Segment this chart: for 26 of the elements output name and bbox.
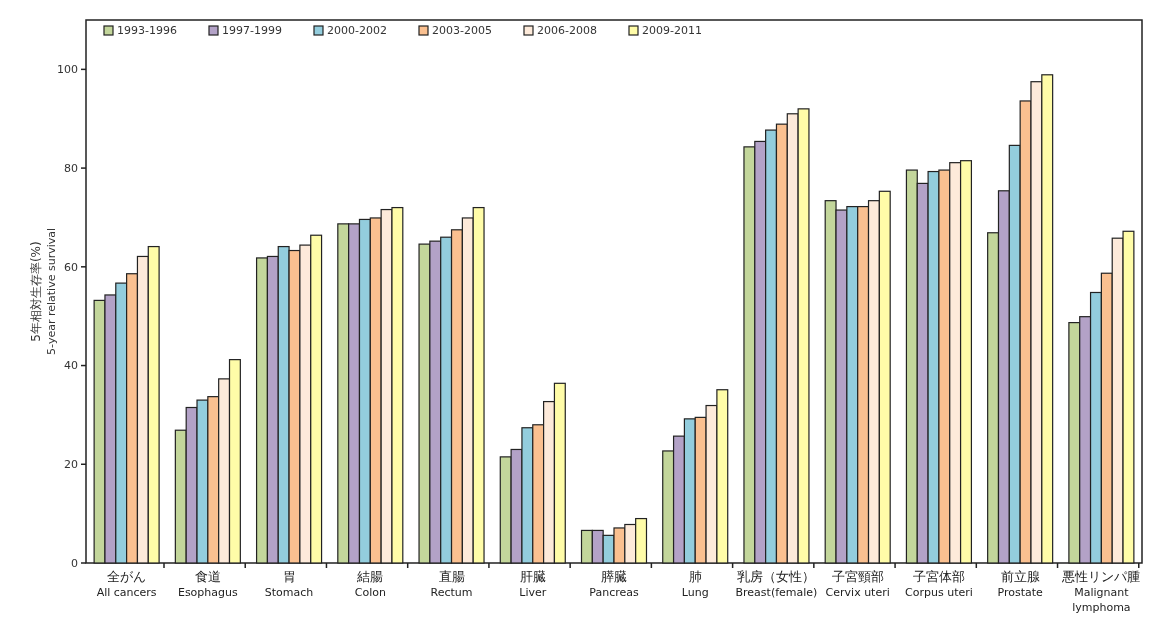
x-tick-label: 直腸 Rectum <box>430 569 473 599</box>
legend-label: 2003-2005 <box>432 24 492 37</box>
x-tick-label: 子宮頸部 Cervix uteri <box>825 569 890 599</box>
y-tick-label: 60 <box>64 260 78 274</box>
y-axis-title: 5年相対生存率(%) 5-year relative survival <box>29 227 58 356</box>
x-tick-label: 膵臓 Pancreas <box>589 569 639 599</box>
legend-label: 1993-1996 <box>117 24 177 37</box>
x-tick-label: 肺 Lung <box>681 569 709 599</box>
y-tick-label: 40 <box>64 359 78 373</box>
x-tick-label: 結腸 Colon <box>354 569 386 599</box>
x-tick-label: 乳房（女性） Breast(female) <box>735 569 818 599</box>
y-tick-label: 0 <box>71 556 78 570</box>
x-tick-label: 前立腺 Prostate <box>997 569 1044 599</box>
x-tick-label: 全がん All cancers <box>96 569 157 599</box>
x-tick-label: 胃 Stomach <box>264 569 314 599</box>
y-tick-label: 20 <box>64 458 78 472</box>
legend-label: 2006-2008 <box>537 24 597 37</box>
x-tick-label: 食道 Esophagus <box>177 569 239 599</box>
x-tick-label: 肝臓 Liver <box>519 569 547 599</box>
legend-label: 1997-1999 <box>222 24 282 37</box>
legend-label: 2000-2002 <box>327 24 387 37</box>
x-tick-label: 悪性リンパ腫 Malignant lymphoma <box>1061 569 1141 614</box>
y-tick-label: 80 <box>64 161 78 175</box>
y-tick-label: 100 <box>57 63 78 77</box>
legend-label: 2009-2011 <box>642 24 702 37</box>
x-tick-label: 子宮体部 Corpus uteri <box>905 569 973 599</box>
